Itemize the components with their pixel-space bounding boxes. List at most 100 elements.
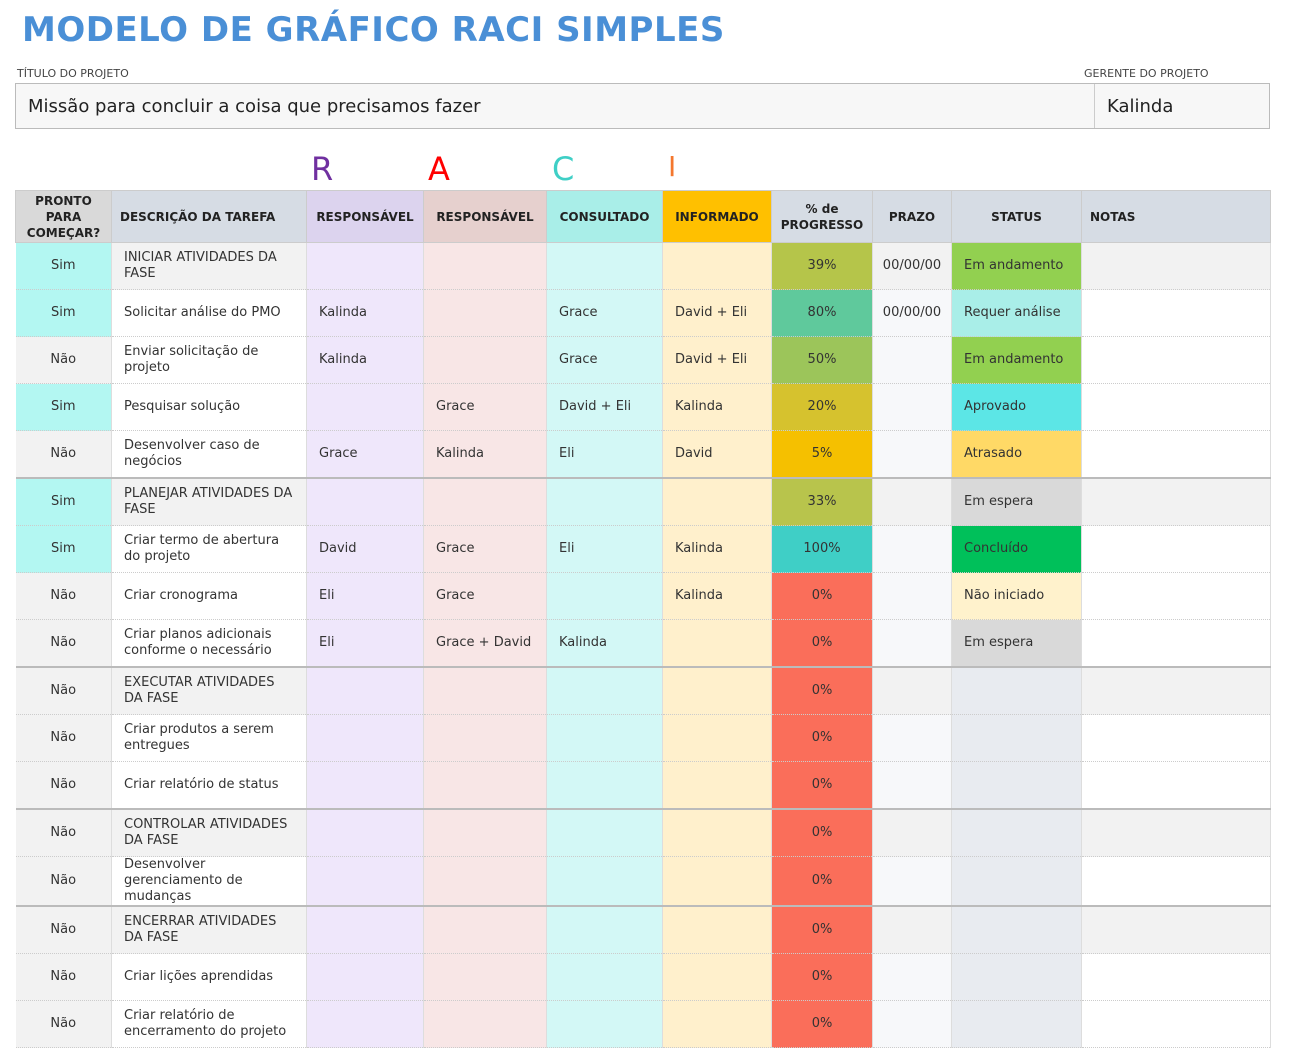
- cell-status[interactable]: [951, 1000, 1082, 1048]
- cell-ready[interactable]: Sim: [15, 289, 112, 337]
- cell-due-date[interactable]: [872, 953, 952, 1001]
- cell-responsible-r[interactable]: [306, 477, 424, 526]
- cell-responsible-a[interactable]: [423, 856, 547, 907]
- cell-notes[interactable]: [1081, 808, 1271, 857]
- cell-status[interactable]: Em espera: [951, 477, 1082, 526]
- cell-notes[interactable]: [1081, 572, 1271, 620]
- cell-due-date[interactable]: [872, 430, 952, 479]
- header-responsible-a[interactable]: RESPONSÁVEL: [423, 190, 547, 243]
- cell-informed[interactable]: [662, 808, 772, 857]
- header-status[interactable]: STATUS: [951, 190, 1082, 243]
- cell-consulted[interactable]: [546, 1000, 663, 1048]
- cell-notes[interactable]: [1081, 905, 1271, 954]
- cell-status[interactable]: Aprovado: [951, 383, 1082, 431]
- cell-ready[interactable]: Não: [15, 761, 112, 810]
- cell-progress[interactable]: 33%: [771, 477, 873, 526]
- cell-responsible-r[interactable]: [306, 953, 424, 1001]
- cell-responsible-a[interactable]: [423, 953, 547, 1001]
- cell-status[interactable]: Atrasado: [951, 430, 1082, 479]
- cell-notes[interactable]: [1081, 761, 1271, 810]
- cell-task[interactable]: CONTROLAR ATIVIDADES DA FASE: [111, 808, 307, 857]
- cell-informed[interactable]: [662, 477, 772, 526]
- cell-informed[interactable]: David + Eli: [662, 289, 772, 337]
- cell-notes[interactable]: [1081, 477, 1271, 526]
- cell-progress[interactable]: 0%: [771, 572, 873, 620]
- cell-responsible-r[interactable]: [306, 808, 424, 857]
- cell-task[interactable]: PLANEJAR ATIVIDADES DA FASE: [111, 477, 307, 526]
- cell-responsible-a[interactable]: [423, 477, 547, 526]
- cell-responsible-a[interactable]: Kalinda: [423, 430, 547, 479]
- cell-task[interactable]: Criar relatório de encerramento do proje…: [111, 1000, 307, 1048]
- header-task[interactable]: DESCRIÇÃO DA TAREFA: [111, 190, 307, 243]
- cell-consulted[interactable]: Kalinda: [546, 619, 663, 668]
- cell-due-date[interactable]: [872, 808, 952, 857]
- cell-responsible-r[interactable]: Eli: [306, 572, 424, 620]
- cell-progress[interactable]: 100%: [771, 525, 873, 573]
- cell-progress[interactable]: 0%: [771, 905, 873, 954]
- cell-notes[interactable]: [1081, 1000, 1271, 1048]
- cell-informed[interactable]: [662, 666, 772, 715]
- cell-informed[interactable]: [662, 1000, 772, 1048]
- cell-informed[interactable]: [662, 619, 772, 668]
- header-progress[interactable]: % de PROGRESSO: [771, 190, 873, 243]
- cell-status[interactable]: Não iniciado: [951, 572, 1082, 620]
- cell-status[interactable]: Requer análise: [951, 289, 1082, 337]
- project-manager-field[interactable]: Kalinda: [1107, 95, 1174, 117]
- project-title-field[interactable]: Missão para concluir a coisa que precisa…: [16, 84, 1095, 128]
- cell-status[interactable]: [951, 856, 1082, 907]
- cell-due-date[interactable]: [872, 525, 952, 573]
- cell-progress[interactable]: 0%: [771, 953, 873, 1001]
- cell-informed[interactable]: David: [662, 430, 772, 479]
- cell-ready[interactable]: Não: [15, 714, 112, 762]
- cell-task[interactable]: Criar termo de abertura do projeto: [111, 525, 307, 573]
- header-responsible-r[interactable]: RESPONSÁVEL: [306, 190, 424, 243]
- cell-notes[interactable]: [1081, 953, 1271, 1001]
- cell-ready[interactable]: Não: [15, 953, 112, 1001]
- cell-due-date[interactable]: [872, 905, 952, 954]
- cell-responsible-r[interactable]: [306, 905, 424, 954]
- cell-due-date[interactable]: [872, 383, 952, 431]
- cell-due-date[interactable]: [872, 619, 952, 668]
- cell-consulted[interactable]: [546, 761, 663, 810]
- cell-responsible-a[interactable]: Grace: [423, 525, 547, 573]
- cell-task[interactable]: Criar produtos a serem entregues: [111, 714, 307, 762]
- cell-consulted[interactable]: [546, 953, 663, 1001]
- cell-ready[interactable]: Não: [15, 905, 112, 954]
- cell-progress[interactable]: 50%: [771, 336, 873, 384]
- cell-consulted[interactable]: [546, 714, 663, 762]
- cell-notes[interactable]: [1081, 242, 1271, 290]
- cell-progress[interactable]: 0%: [771, 856, 873, 907]
- cell-consulted[interactable]: David + Eli: [546, 383, 663, 431]
- cell-ready[interactable]: Sim: [15, 383, 112, 431]
- cell-consulted[interactable]: Grace: [546, 336, 663, 384]
- cell-responsible-r[interactable]: [306, 1000, 424, 1048]
- cell-informed[interactable]: [662, 242, 772, 290]
- cell-informed[interactable]: Kalinda: [662, 572, 772, 620]
- cell-consulted[interactable]: [546, 572, 663, 620]
- cell-status[interactable]: [951, 953, 1082, 1001]
- cell-due-date[interactable]: 00/00/00: [872, 242, 952, 290]
- cell-progress[interactable]: 0%: [771, 619, 873, 668]
- header-ready[interactable]: PRONTO PARA COMEÇAR?: [15, 190, 112, 243]
- cell-status[interactable]: Em andamento: [951, 336, 1082, 384]
- cell-progress[interactable]: 0%: [771, 761, 873, 810]
- cell-task[interactable]: Enviar solicitação de projeto: [111, 336, 307, 384]
- cell-progress[interactable]: 0%: [771, 666, 873, 715]
- cell-consulted[interactable]: [546, 905, 663, 954]
- cell-responsible-a[interactable]: [423, 808, 547, 857]
- cell-due-date[interactable]: [872, 477, 952, 526]
- cell-ready[interactable]: Sim: [15, 477, 112, 526]
- cell-informed[interactable]: David + Eli: [662, 336, 772, 384]
- cell-ready[interactable]: Não: [15, 572, 112, 620]
- cell-due-date[interactable]: [872, 1000, 952, 1048]
- cell-notes[interactable]: [1081, 666, 1271, 715]
- cell-responsible-a[interactable]: [423, 336, 547, 384]
- cell-task[interactable]: Desenvolver gerenciamento de mudanças: [111, 856, 307, 907]
- cell-consulted[interactable]: Eli: [546, 525, 663, 573]
- cell-informed[interactable]: [662, 953, 772, 1001]
- cell-due-date[interactable]: [872, 336, 952, 384]
- cell-responsible-a[interactable]: Grace: [423, 383, 547, 431]
- cell-due-date[interactable]: [872, 856, 952, 907]
- cell-task[interactable]: Criar cronograma: [111, 572, 307, 620]
- cell-task[interactable]: ENCERRAR ATIVIDADES DA FASE: [111, 905, 307, 954]
